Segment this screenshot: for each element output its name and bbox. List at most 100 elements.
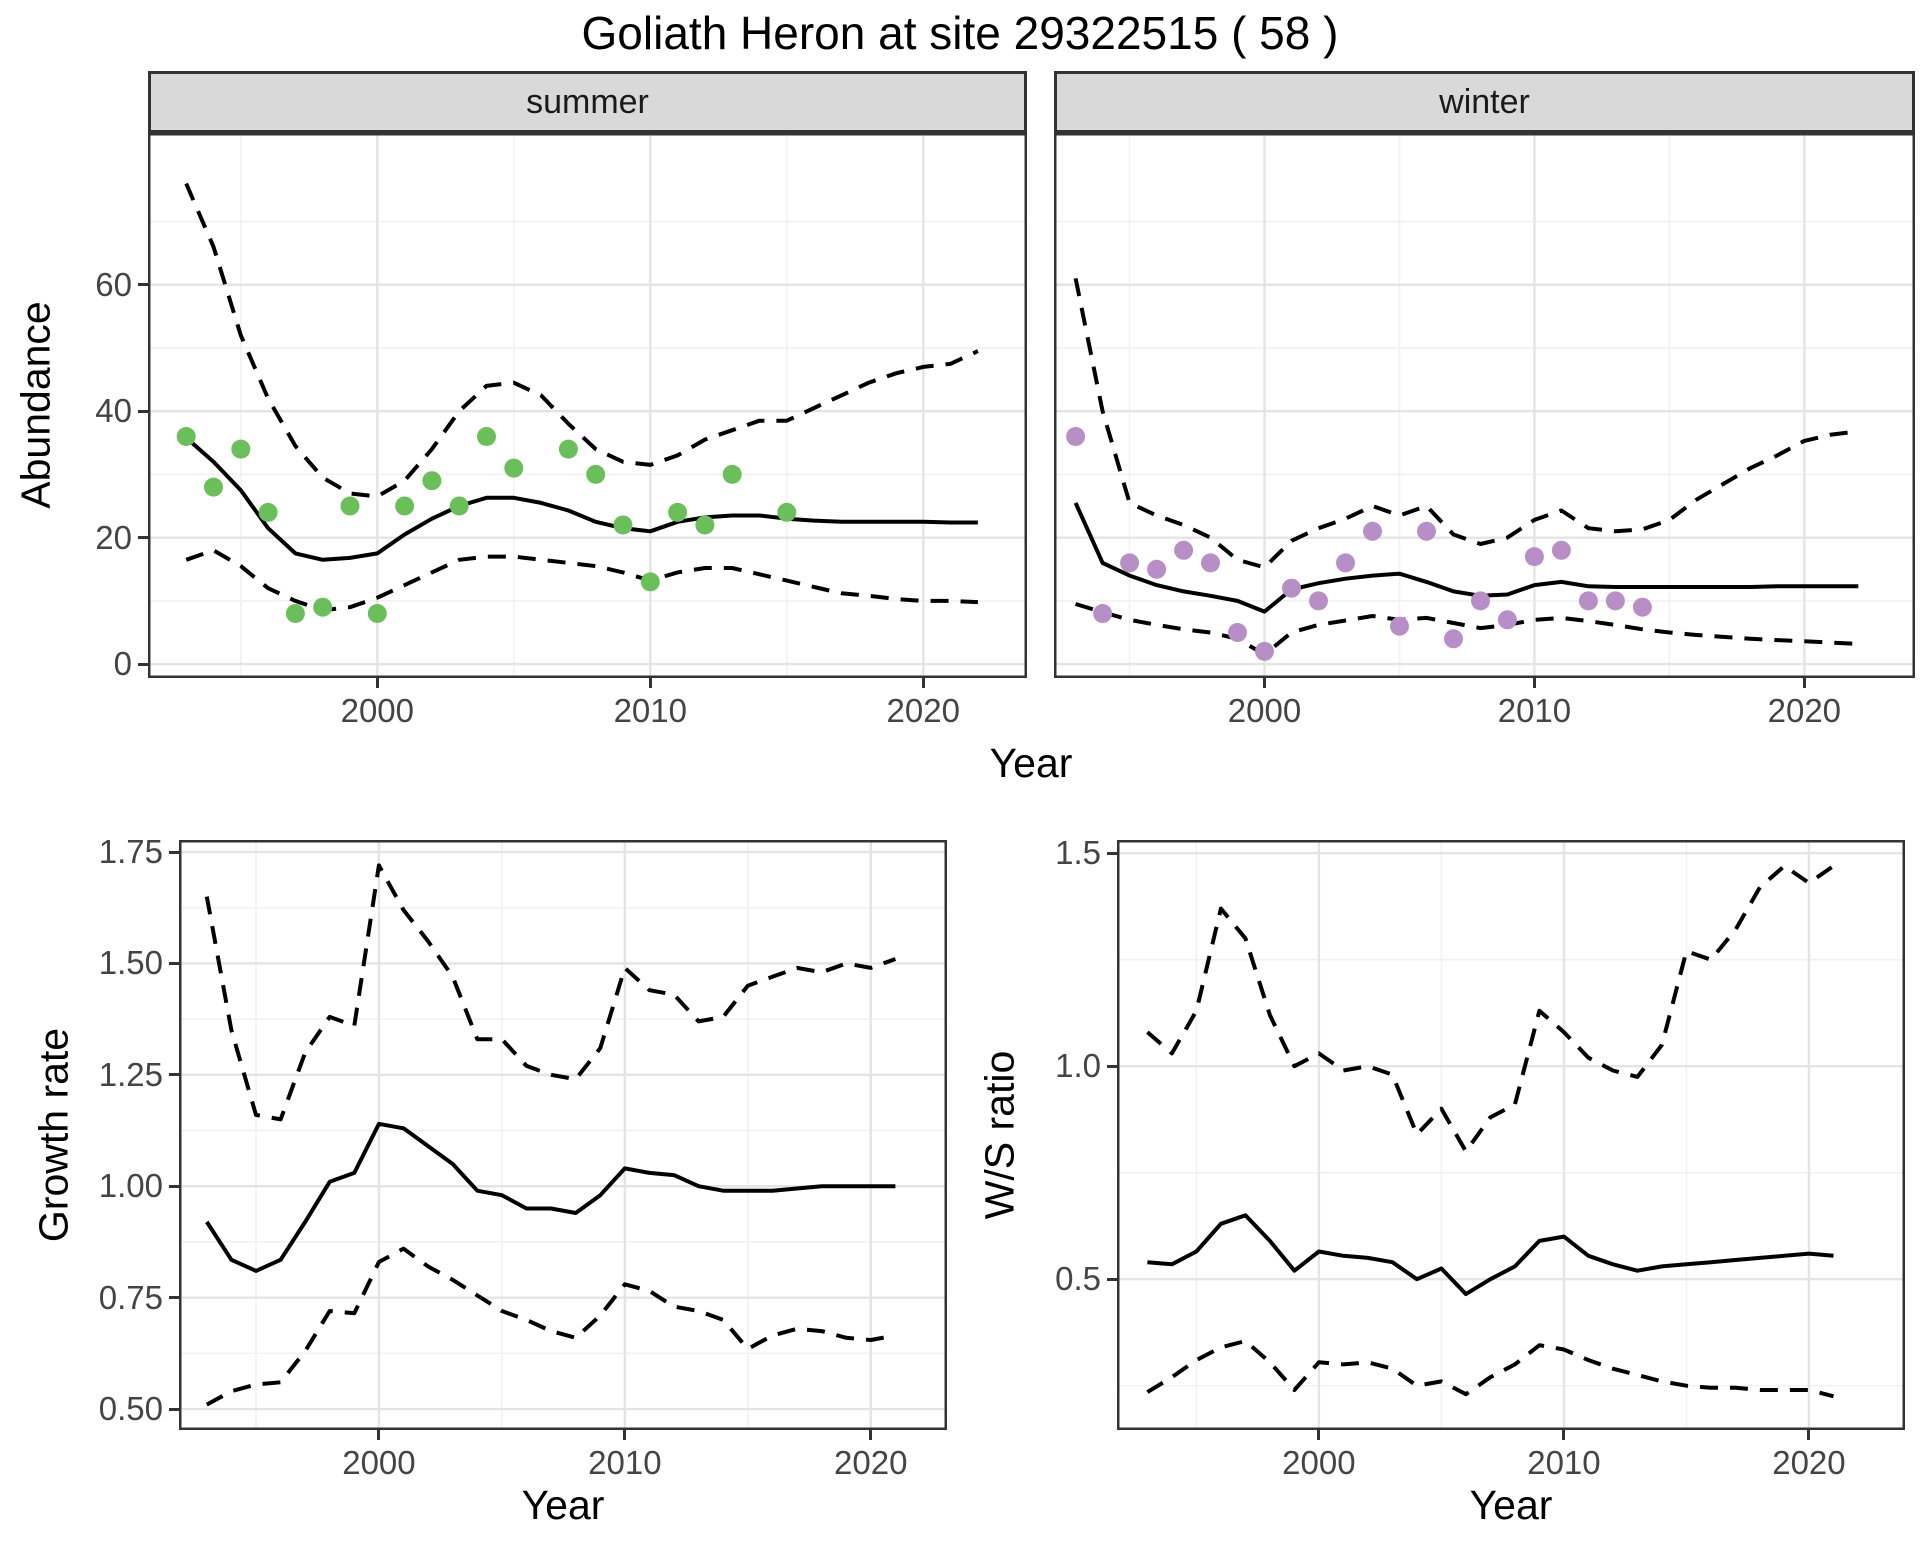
abundance-summer-observed-point	[395, 496, 415, 516]
abundance-winter-observed-point	[1066, 427, 1086, 446]
y-tick-mark	[1107, 851, 1117, 855]
abundance-summer-observed-point	[640, 572, 660, 592]
y-tick-label: 1.75	[98, 833, 163, 871]
ws-ratio-lower-ci-line	[1146, 1339, 1834, 1399]
y-tick-mark	[138, 409, 148, 413]
abundance-winter-observed-point	[1147, 559, 1167, 579]
abundance-summer-lower-ci-line	[185, 548, 978, 613]
abundance-winter-observed-point	[1093, 604, 1113, 623]
y-tick-label: 1.0	[1055, 1047, 1101, 1085]
y-tick-label: 0.75	[98, 1278, 163, 1316]
x-tick-mark	[1532, 678, 1536, 688]
abundance-summer-observed-point	[367, 604, 387, 623]
abundance-winter-observed-point	[1174, 540, 1194, 560]
y-tick-mark	[169, 850, 179, 854]
abundance-winter-observed-point	[1363, 521, 1382, 541]
y-tick-mark	[169, 1184, 179, 1188]
x-tick-mark	[921, 678, 925, 688]
abundance-summer-observed-point	[477, 427, 496, 446]
growth-rate-y-axis: 0.50 0.75 1.00 1.25 1.50 1.75	[0, 833, 179, 1430]
x-tick-label: 2000	[1227, 692, 1302, 729]
y-tick-mark	[169, 1407, 179, 1411]
ws-ratio-estimate-line	[1147, 1213, 1834, 1297]
x-axis-title-ws-ratio: Year	[1469, 1482, 1553, 1528]
abundance-summer-observed-point	[722, 464, 742, 484]
x-tick-mark	[1802, 678, 1806, 688]
facet-label-summer: summer	[526, 82, 649, 121]
abundance-winter-upper-ci-line	[1073, 278, 1859, 570]
abundance-summer-observed-point	[695, 515, 715, 535]
x-tick-mark	[623, 1430, 627, 1440]
y-tick-mark	[1107, 1064, 1117, 1068]
abundance-winter-observed-point	[1632, 597, 1652, 617]
y-tick-mark	[169, 1296, 179, 1300]
y-tick-label: 60	[95, 265, 132, 303]
abundance-summer-observed-point	[258, 502, 278, 522]
growth-rate-lower-ci-line	[205, 1246, 896, 1407]
abundance-summer-observed-point	[231, 439, 251, 459]
abundance-winter-observed-point	[1309, 591, 1328, 611]
abundance-summer-observed-point	[777, 502, 797, 522]
abundance-winter-observed-point	[1282, 578, 1301, 598]
x-tick-mark	[869, 1430, 873, 1440]
abundance-winter-observed-point	[1524, 547, 1544, 567]
abundance-winter-observed-point	[1336, 553, 1355, 573]
x-tick-mark	[375, 678, 379, 688]
ws-ratio-upper-ci-line	[1146, 864, 1835, 1154]
abundance-winter-observed-point	[1417, 521, 1436, 541]
x-tick-label: 2010	[588, 1444, 662, 1481]
abundance-winter-estimate-line	[1073, 502, 1859, 614]
ws-ratio-x-axis: 2000 2010 2020	[1117, 1430, 1905, 1486]
facet-label-winter: winter	[1439, 82, 1530, 121]
panel-abundance-summer	[148, 133, 1027, 678]
summer-x-axis: 2000 2010 2020	[148, 678, 1027, 734]
panel-growth-rate	[179, 840, 947, 1430]
abundance-summer-observed-point	[313, 597, 333, 617]
y-tick-label: 1.00	[98, 1167, 163, 1205]
y-tick-mark	[1107, 1277, 1117, 1281]
abundance-winter-observed-point	[1444, 629, 1463, 649]
winter-x-axis: 2000 2010 2020	[1054, 678, 1915, 734]
x-tick-label: 2010	[1527, 1444, 1601, 1481]
abundance-summer-estimate-line	[184, 436, 978, 562]
facet-strip-winter: winter	[1054, 71, 1915, 133]
y-tick-mark	[138, 662, 148, 666]
growth-rate-upper-ci-line	[204, 863, 897, 1122]
abundance-winter-observed-point	[1228, 623, 1247, 642]
y-tick-label: 0.5	[1055, 1260, 1101, 1298]
x-tick-mark	[1317, 1430, 1321, 1440]
abundance-winter-observed-point	[1578, 591, 1598, 611]
x-tick-label: 2000	[340, 692, 415, 729]
abundance-winter-observed-point	[1255, 641, 1274, 661]
abundance-summer-observed-point	[586, 464, 606, 484]
y-tick-label: 0.50	[98, 1390, 163, 1428]
x-axis-title-top: Year	[989, 740, 1073, 786]
x-axis-title-growth-rate: Year	[521, 1482, 605, 1528]
y-tick-label: 1.5	[1055, 834, 1101, 872]
abundance-winter-lower-ci-line	[1075, 602, 1859, 657]
x-tick-mark	[377, 1430, 381, 1440]
y-tick-mark	[169, 1073, 179, 1077]
x-tick-mark	[648, 678, 652, 688]
abundance-summer-observed-point	[668, 502, 688, 522]
x-tick-label: 2010	[1497, 692, 1572, 729]
y-tick-label: 0	[113, 645, 132, 683]
y-tick-label: 20	[95, 518, 132, 556]
abundance-winter-observed-point	[1605, 591, 1625, 611]
panel-ws-ratio	[1117, 840, 1905, 1430]
ws-ratio-y-axis: 0.5 1.0 1.5	[938, 834, 1117, 1430]
growth-rate-estimate-line	[205, 1121, 896, 1273]
abundance-summer-observed-point	[204, 477, 223, 497]
abundance-winter-observed-point	[1471, 591, 1490, 611]
x-tick-label: 2020	[1772, 1444, 1846, 1481]
x-tick-label: 2010	[613, 692, 687, 729]
facet-strip-summer: summer	[148, 71, 1027, 133]
y-tick-label: 1.25	[98, 1055, 163, 1093]
abundance-summer-observed-point	[613, 515, 633, 535]
x-tick-mark	[1562, 1430, 1566, 1440]
x-tick-label: 2020	[834, 1444, 908, 1481]
page-title: Goliath Heron at site 29322515 ( 58 )	[581, 7, 1339, 59]
y-tick-mark	[138, 536, 148, 540]
abundance-winter-observed-point	[1201, 553, 1220, 573]
x-tick-label: 2000	[342, 1444, 416, 1481]
